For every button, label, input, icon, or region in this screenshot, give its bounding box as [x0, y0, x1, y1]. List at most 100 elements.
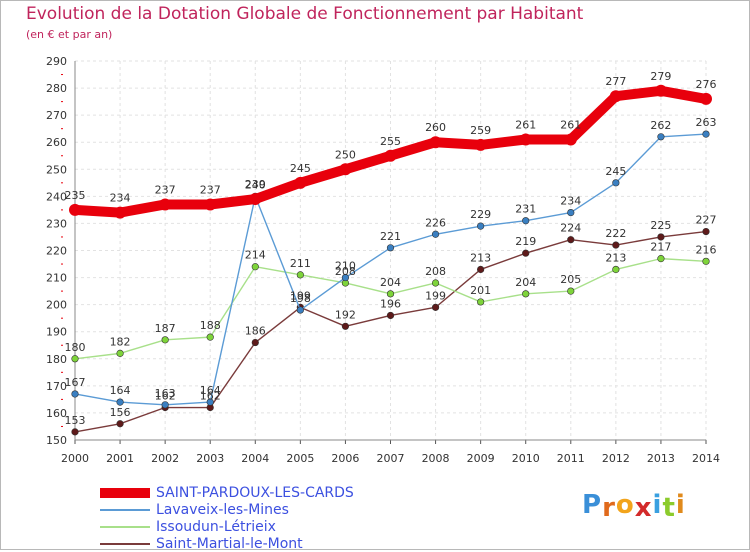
series-point-3	[702, 227, 710, 236]
data-label: 237	[200, 183, 221, 196]
legend-swatch	[100, 542, 150, 545]
x-tick-label: 2007	[377, 452, 405, 465]
data-label: 229	[470, 208, 491, 221]
data-label: 213	[605, 251, 626, 264]
x-tick-label: 2004	[241, 452, 269, 465]
y-tick-label: 160	[46, 407, 67, 420]
series-point-1	[477, 222, 485, 230]
series-point-0	[294, 176, 307, 189]
data-label: 214	[245, 249, 266, 262]
data-label: 211	[290, 257, 311, 270]
data-label: 276	[696, 78, 717, 91]
data-label: 167	[65, 376, 86, 389]
legend-item: SAINT-PARDOUX-LES-CARDS	[100, 484, 354, 501]
proxiti-logo: Proxiti	[582, 490, 686, 523]
data-label: 234	[110, 192, 131, 205]
series-point-2	[702, 257, 710, 265]
data-label: 222	[605, 227, 626, 240]
legend-swatch	[100, 525, 150, 528]
series-point-0	[519, 133, 532, 146]
series-point-2	[116, 349, 124, 357]
series-point-1	[522, 217, 530, 225]
series-point-2	[296, 271, 304, 279]
legend-swatch	[100, 487, 150, 498]
legend-swatch	[100, 508, 150, 511]
data-label: 163	[155, 387, 176, 400]
series-point-1	[161, 401, 169, 409]
y-tick-label: 180	[46, 353, 67, 366]
series-point-1	[612, 179, 620, 187]
series-point-0	[114, 206, 127, 219]
series-point-1	[71, 390, 79, 398]
data-label: 226	[425, 216, 446, 229]
logo-letter: t	[662, 493, 676, 523]
y-tick-label: 280	[46, 82, 67, 95]
series-point-1	[567, 209, 575, 217]
y-tick-label: 290	[46, 55, 67, 68]
data-label: 250	[335, 148, 356, 161]
series-point-0	[700, 92, 712, 105]
y-tick-label: 150	[46, 434, 67, 447]
legend-label: SAINT-PARDOUX-LES-CARDS	[156, 484, 354, 501]
y-tick-label: 170	[46, 380, 67, 393]
series-point-2	[612, 265, 620, 274]
series-point-1	[431, 230, 440, 238]
x-tick-label: 2009	[467, 452, 495, 465]
data-label: 196	[380, 297, 401, 310]
series-point-1	[341, 273, 350, 282]
series-point-0	[384, 149, 397, 162]
series-point-3	[522, 249, 530, 257]
y-tick-label: 230	[46, 217, 67, 230]
y-tick-label: 270	[46, 109, 67, 122]
y-tick-label: 220	[46, 245, 67, 258]
chart-legend: SAINT-PARDOUX-LES-CARDS Lavaveix-les-Mine…	[100, 484, 354, 552]
data-label: 204	[380, 276, 401, 289]
series-point-0	[474, 138, 487, 151]
x-tick-label: 2005	[286, 452, 314, 465]
series-point-1	[206, 398, 214, 406]
series-point-3	[477, 265, 485, 274]
data-label: 208	[335, 265, 356, 278]
data-label: 182	[110, 335, 131, 348]
x-tick-label: 2011	[557, 452, 585, 465]
logo-letter: i	[675, 490, 686, 520]
series-point-1	[657, 133, 665, 141]
data-label: 156	[110, 406, 131, 419]
x-tick-label: 2012	[602, 452, 630, 465]
series-point-3	[116, 420, 124, 428]
data-label: 245	[290, 162, 311, 175]
chart-title: Evolution de la Dotation Globale de Fonc…	[26, 4, 584, 24]
series-point-3	[431, 303, 440, 311]
data-label: 240	[245, 178, 266, 191]
data-label: 237	[155, 183, 176, 196]
series-point-1	[296, 306, 304, 314]
series-point-3	[251, 338, 259, 347]
series-point-0	[654, 84, 667, 97]
data-label: 263	[696, 116, 717, 129]
y-tick-label: 250	[46, 163, 67, 176]
legend-item: Issoudun-Létrieix	[100, 518, 354, 535]
data-label: 162	[200, 390, 221, 403]
data-label: 201	[470, 284, 491, 297]
data-label: 260	[425, 121, 446, 134]
x-tick-label: 2003	[196, 452, 224, 465]
data-label: 162	[155, 390, 176, 403]
series-point-2	[206, 333, 214, 341]
series-point-3	[567, 236, 575, 244]
series-point-3	[386, 311, 395, 320]
data-label: 224	[560, 222, 581, 235]
data-label: 164	[200, 384, 221, 397]
y-tick-label: 240	[46, 190, 67, 203]
x-tick-label: 2008	[422, 452, 450, 465]
legend-label: Lavaveix-les-Mines	[156, 501, 289, 518]
series-point-0	[429, 136, 442, 149]
data-label: 227	[696, 214, 717, 227]
x-tick-label: 2000	[61, 452, 89, 465]
series-point-1	[116, 398, 124, 406]
data-label: 259	[470, 124, 491, 137]
series-point-0	[159, 198, 172, 211]
data-label: 199	[290, 289, 311, 302]
series-point-0	[249, 193, 262, 206]
logo-letter: i	[652, 490, 663, 520]
